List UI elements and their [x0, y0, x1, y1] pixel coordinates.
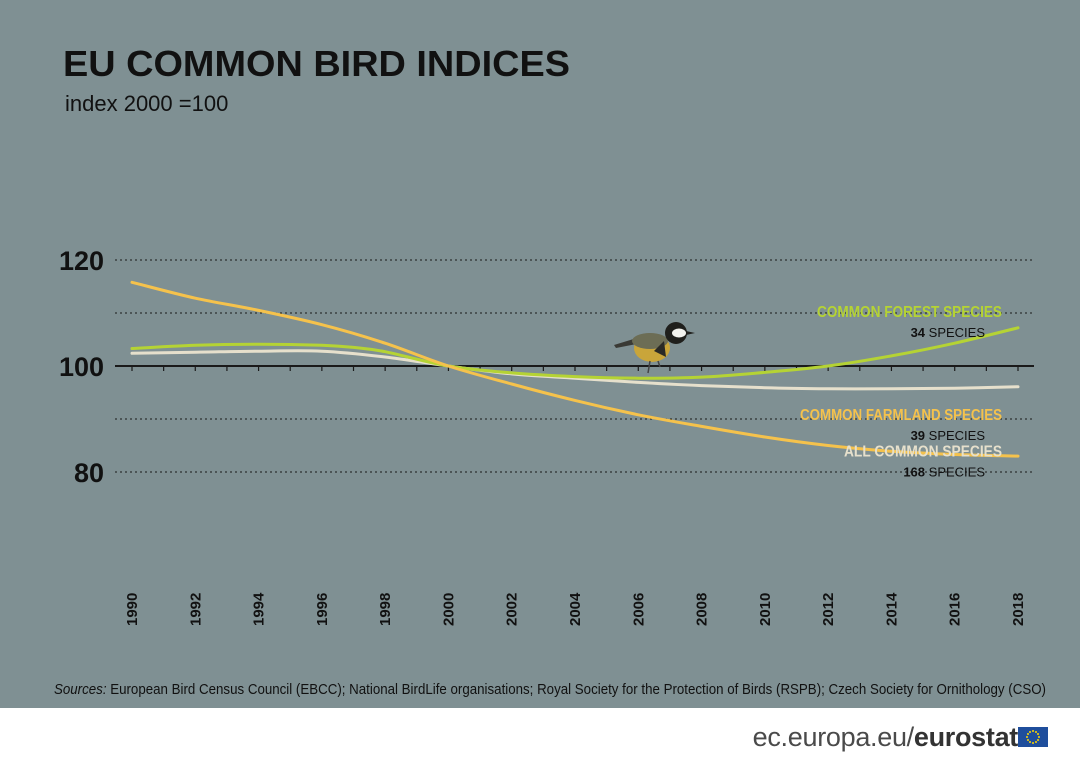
- x-tick-label: 1990: [124, 593, 141, 626]
- sources-text: European Bird Census Council (EBCC); Nat…: [110, 681, 1046, 698]
- x-tick-label: 2014: [883, 592, 900, 626]
- grid: [115, 259, 1034, 473]
- chart: EU COMMON BIRD INDICES index 2000 =100 8…: [54, 43, 1046, 698]
- eu-flag-icon: [1018, 727, 1048, 747]
- x-tick-label: 1992: [187, 593, 204, 626]
- sources-label: Sources:: [54, 681, 107, 698]
- series-label-common-farmland-species: COMMON FARMLAND SPECIES: [800, 407, 1002, 424]
- series: [130, 280, 1020, 458]
- series-label-common-forest-species: COMMON FOREST SPECIES: [817, 304, 1002, 321]
- x-tick-label: 1996: [314, 593, 331, 626]
- great-tit-bird-illustration: [614, 322, 695, 374]
- y-tick-label: 100: [59, 352, 104, 382]
- footer-brand: eurostat: [913, 722, 1018, 752]
- x-tick-label: 2000: [440, 593, 457, 626]
- series-count-common-forest-species: 34 SPECIES: [911, 325, 986, 340]
- series-line-common-farmland-species: [130, 280, 1020, 458]
- x-tick-label: 2010: [757, 593, 774, 626]
- x-tick-label: 2012: [820, 593, 837, 626]
- series-count-common-farmland-species: 39 SPECIES: [911, 428, 986, 443]
- x-tick-label: 2006: [630, 593, 647, 626]
- series-line-common-forest-species: [130, 326, 1020, 380]
- chart-title: EU COMMON BIRD INDICES: [63, 43, 570, 84]
- x-tick-label: 2018: [1010, 593, 1027, 626]
- footer-domain: ec.europa.eu/: [752, 722, 915, 752]
- x-tick-label: 1998: [377, 593, 394, 626]
- y-tick-label: 80: [74, 458, 104, 488]
- x-tick-label: 2016: [947, 593, 964, 626]
- x-tick-label: 2004: [567, 592, 584, 626]
- x-tick-label: 2002: [504, 593, 521, 626]
- eurostat-link[interactable]: ec.europa.eu/eurostat: [752, 722, 1019, 753]
- series-labels: COMMON FOREST SPECIES 34 SPECIES ALL COMMO…: [800, 304, 1002, 480]
- series-line-all-common-species: [130, 349, 1020, 391]
- series-label-all-common-species: ALL COMMON SPECIES: [844, 444, 1002, 461]
- footer-bar: ec.europa.eu/eurostat: [0, 708, 1080, 763]
- y-tick-label: 120: [59, 246, 104, 276]
- chart-subtitle: index 2000 =100: [65, 91, 228, 116]
- axes: 80 100 120 1990 1992 1994 1996 1998 2000 2002 2004…: [59, 246, 1034, 626]
- x-tick-label: 1994: [251, 592, 268, 626]
- series-count-all-common-species: 168 SPECIES: [903, 465, 985, 480]
- x-tick-label: 2008: [694, 593, 711, 626]
- sources-line: Sources: European Bird Census Council (E…: [54, 681, 1046, 698]
